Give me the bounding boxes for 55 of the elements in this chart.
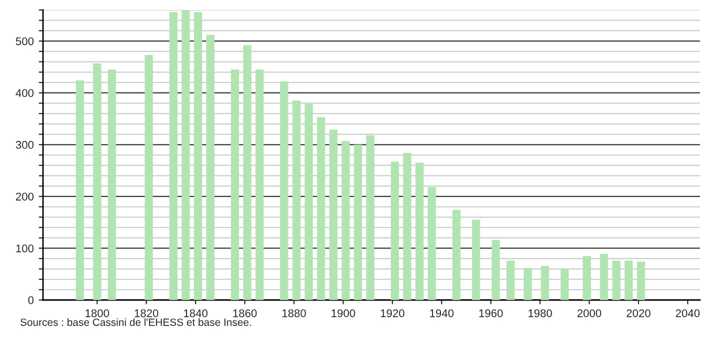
x-tick-label: 1880 [282,309,306,318]
bar [560,268,569,300]
bar [612,260,620,300]
bar [452,210,460,300]
bar [636,262,646,300]
y-tick-label: 300 [16,140,34,149]
bar [428,187,436,300]
bar [472,220,480,300]
bar [76,80,84,300]
x-tick-label: 1960 [479,309,503,318]
bar [304,104,313,300]
bar [93,63,102,300]
bar [366,135,374,300]
x-tick-label: 1900 [332,309,356,318]
bar [206,34,214,300]
bar [582,256,591,300]
bar [329,130,338,300]
bar [506,260,515,300]
bar [316,117,326,300]
bar [524,268,532,300]
y-tick-label: 200 [16,192,34,201]
y-tick-label: 100 [16,244,34,252]
bar [624,260,633,300]
bar [342,141,350,300]
x-tick-label: 1800 [86,309,110,318]
bar [144,55,153,300]
x-tick-label: 1860 [233,309,257,318]
bar [292,100,301,300]
y-tick-label: 500 [16,37,34,46]
x-tick-label: 2000 [577,309,602,318]
x-tick-label: 1980 [528,309,552,318]
bar [182,10,190,300]
x-tick-label: 2040 [676,309,700,318]
bar [243,45,252,300]
bar [415,162,424,300]
bar [403,152,412,300]
bar [230,70,239,300]
x-tick-label: 1920 [380,309,404,318]
bar [600,254,608,300]
bar [354,144,362,300]
bar [280,81,288,300]
source-note: Sources : base Cassini de l'EHESS et base Insee. [20,318,251,326]
bar [255,70,264,300]
bar [492,240,500,300]
x-tick-label: 1820 [134,309,158,318]
bar [108,70,116,300]
bar [540,266,550,300]
x-tick-label: 2020 [626,309,650,318]
bar [390,162,399,300]
y-tick-label: 400 [16,89,34,97]
bar [169,12,178,300]
x-tick-label: 1840 [184,309,208,318]
bar [194,12,202,300]
x-tick-label: 1940 [430,309,454,318]
y-tick-label: 0 [28,296,34,304]
